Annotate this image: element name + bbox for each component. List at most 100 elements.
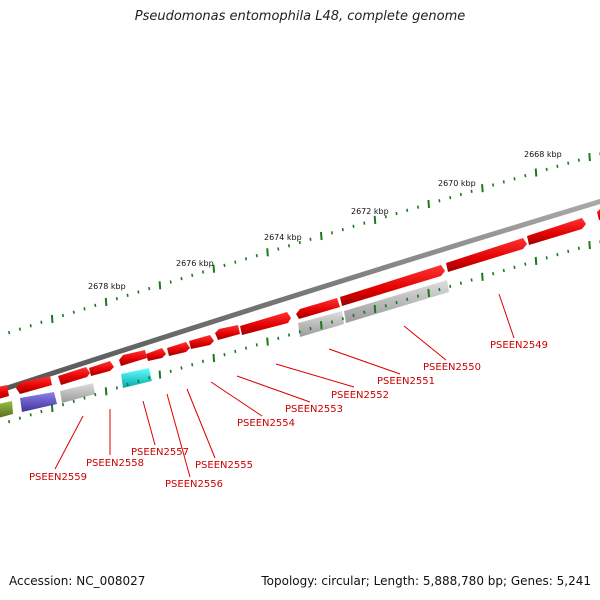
major-tick [212,264,216,273]
gene-label-pseen2554: PSEEN2554 [237,418,295,429]
minor-tick [459,192,462,197]
minor-tick [384,215,387,219]
minor-tick [330,231,334,235]
minor-tick [395,300,398,305]
minor-tick [169,280,172,284]
minor-tick [545,167,548,172]
minor-tick [309,326,312,331]
minor-tick [567,161,570,165]
minor-tick [577,246,580,250]
minor-tick [416,294,420,298]
minor-tick [449,284,452,289]
gene-label-pseen2559: PSEEN2559 [29,472,87,483]
major-tick [373,304,377,314]
gene-label-pseen2555: PSEEN2555 [195,460,253,471]
minor-tick [513,265,516,269]
cds-feature [189,335,214,349]
minor-tick [470,278,473,282]
cds-feature [16,376,52,394]
minor-tick [309,237,312,241]
minor-tick [352,313,355,318]
cds-feature [119,350,147,366]
major-tick [266,337,269,346]
cds-feature [58,367,90,385]
major-tick [588,153,591,162]
major-tick [481,272,484,281]
minor-tick [223,353,226,357]
major-tick [534,256,538,265]
minor-tick [180,276,183,281]
olive-feature [0,401,13,418]
cds-feature [167,342,190,356]
minor-tick [341,317,344,321]
minor-tick [502,268,505,273]
minor-tick [40,409,43,414]
minor-tick [201,359,205,363]
minor-tick [29,413,32,417]
major-tick [427,199,430,209]
minor-tick [115,386,118,390]
minor-tick [94,303,97,308]
minor-tick [513,177,516,181]
leader-line [275,363,355,388]
major-tick [266,248,269,257]
cds-feature [0,385,9,399]
minor-tick [502,180,505,184]
minor-tick [287,333,291,337]
minor-tick [492,272,495,276]
minor-tick [83,396,86,400]
minor-tick [8,419,11,424]
forward-strand-features [0,209,600,399]
major-tick [427,288,430,297]
minor-tick [459,281,462,285]
minor-tick [470,189,473,193]
minor-tick [40,320,43,324]
gene-label-pseen2558: PSEEN2558 [86,458,144,469]
leader-line [142,400,156,446]
minor-tick [234,349,237,354]
leader-line [403,325,447,361]
minor-tick [244,257,248,261]
minor-tick [545,256,548,260]
minor-tick [277,336,280,340]
leader-line [166,393,191,478]
minor-tick [395,211,398,216]
gene-label-pseen2551: PSEEN2551 [377,376,435,387]
minor-tick [363,310,366,314]
minor-tick [223,263,226,268]
major-tick [158,370,162,379]
leader-line [54,415,84,470]
leader-line [328,348,401,375]
major-tick [320,231,323,241]
minor-tick [352,224,355,228]
minor-tick [438,287,441,292]
minor-tick [416,205,420,209]
major-tick [50,404,54,413]
minor-tick [244,346,248,350]
major-tick [104,387,108,396]
topology-text: Topology: circular; Length: 5,888,780 bp… [261,574,591,588]
gene-labels: PSEEN2549 PSEEN2550 PSEEN2551 PSEEN2552 … [29,340,548,490]
minor-tick [438,199,441,203]
minor-tick [524,262,527,266]
minor-tick [406,208,409,212]
minor-tick [61,403,65,407]
minor-tick [72,310,75,314]
minor-tick [180,366,183,370]
minor-tick [556,252,559,257]
leader-line [186,388,216,459]
leader-line [236,375,311,403]
major-tick [373,215,377,224]
minor-tick [191,363,194,367]
major-tick [481,184,484,193]
cds-feature [240,312,291,335]
gene-label-pseen2552: PSEEN2552 [331,390,389,401]
minor-tick [18,416,21,420]
major-tick [534,168,538,177]
cyan-feature [121,368,152,388]
minor-tick [137,290,140,294]
cds-feature [597,209,600,220]
minor-tick [29,324,32,328]
minor-tick [556,164,559,168]
